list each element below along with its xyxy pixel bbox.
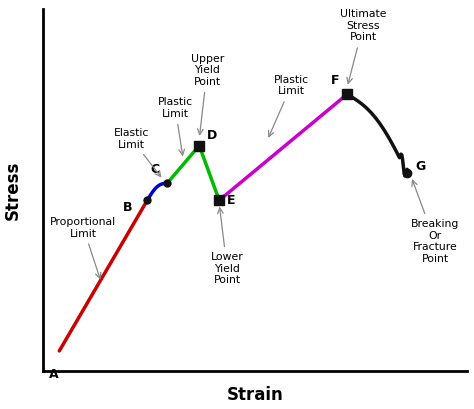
Y-axis label: Stress: Stress bbox=[4, 160, 22, 220]
Text: Proportional
Limit: Proportional Limit bbox=[50, 217, 116, 279]
Text: Elastic
Limit: Elastic Limit bbox=[114, 128, 161, 177]
Text: B: B bbox=[122, 201, 132, 213]
Text: D: D bbox=[207, 129, 218, 142]
Text: Lower
Yield
Point: Lower Yield Point bbox=[211, 208, 244, 285]
Text: A: A bbox=[48, 368, 58, 381]
Text: G: G bbox=[415, 160, 425, 173]
Text: Upper
Yield
Point: Upper Yield Point bbox=[191, 54, 224, 135]
Text: E: E bbox=[227, 194, 236, 207]
Text: C: C bbox=[151, 163, 160, 176]
Text: Breaking
Or
Fracture
Point: Breaking Or Fracture Point bbox=[411, 180, 459, 264]
Text: Ultimate
Stress
Point: Ultimate Stress Point bbox=[340, 9, 386, 83]
Text: F: F bbox=[331, 74, 339, 88]
Text: Plastic
Limit: Plastic Limit bbox=[269, 75, 309, 137]
X-axis label: Strain: Strain bbox=[227, 386, 283, 404]
Text: Plastic
Limit: Plastic Limit bbox=[158, 97, 193, 155]
